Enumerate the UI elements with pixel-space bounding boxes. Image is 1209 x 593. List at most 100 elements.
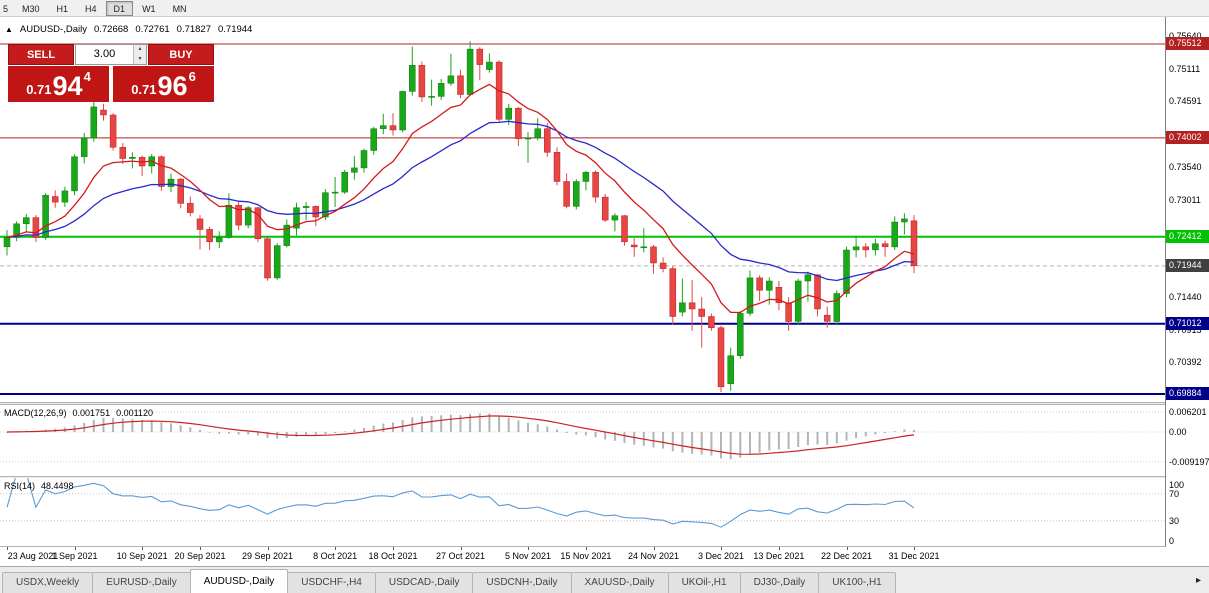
time-axis-label: 15 Nov 2021 (560, 551, 612, 561)
ask-price-pip: 6 (188, 69, 196, 84)
chart-tab-usdx-weekly[interactable]: USDX,Weekly (2, 572, 94, 593)
time-axis-label: 29 Sep 2021 (241, 551, 294, 561)
one-click-trading-panel: SELL 3.00 ▴ ▾ BUY 0.71 94 4 0.71 96 6 (8, 44, 214, 102)
tab-scroll-right-icon[interactable]: ▸ (1195, 574, 1201, 586)
rsi-indicator-pane[interactable] (0, 478, 1165, 546)
timeframe-toolbar: 5 M30 H1 H4 D1 W1 MN (0, 0, 1209, 17)
macd-label: MACD(12,26,9) 0.001751 0.001120 (4, 408, 153, 418)
timeframe-button-m30[interactable]: M30 (22, 3, 40, 14)
price-chart[interactable] (0, 17, 1165, 402)
time-axis-tick (778, 547, 780, 550)
time-axis-tick (460, 547, 462, 550)
rsi-name: RSI(14) (4, 481, 36, 491)
rsi-axis-label: 100 (1169, 480, 1185, 490)
price-level-badge: 0.69884 (1166, 387, 1209, 400)
close-value: 0.71944 (218, 24, 253, 35)
macd-value: 0.001751 (72, 408, 111, 418)
time-axis-label: 23 Aug 2021 (7, 551, 59, 561)
time-axis-tick (74, 547, 76, 550)
pane-separator[interactable] (0, 402, 1209, 405)
low-value: 0.71827 (176, 24, 211, 35)
time-axis-label: 13 Dec 2021 (753, 551, 805, 561)
rsi-label: RSI(14) 48.4498 (4, 481, 74, 491)
price-axis-label: 0.70392 (1169, 357, 1202, 368)
chart-tab-usdchf-h4[interactable]: USDCHF-,H4 (287, 572, 376, 593)
bid-price-pip: 4 (83, 69, 91, 84)
price-axis-label: 0.75111 (1169, 63, 1201, 74)
time-axis-tick (914, 547, 915, 550)
time-axis-tick (200, 547, 201, 550)
bid-price-big: 94 (52, 71, 83, 101)
time-axis-label: 8 Oct 2021 (313, 551, 358, 561)
timeframe-button-d1[interactable]: D1 (105, 0, 134, 16)
volume-up-icon[interactable]: ▴ (134, 45, 146, 55)
chart-tab-bar: USDX,Weekly EURUSD-,Daily AUDUSD-,Daily USD… (0, 566, 1209, 593)
rsi-axis-label: 0 (1169, 536, 1175, 546)
time-axis-label: 1 Sep 2021 (51, 551, 98, 561)
price-axis[interactable]: 0.75640 0.75111 0.74591 0.73540 0.73011 0.714… (1165, 17, 1209, 547)
timeframe-button-h1[interactable]: H1 (56, 3, 69, 14)
chart-tab-ukoil-h1[interactable]: UKOil-,H1 (667, 572, 741, 593)
price-axis-label: 0.73540 (1169, 161, 1202, 172)
time-axis[interactable]: 23 Aug 2021 1 Sep 2021 10 Sep 2021 20 Sep 2… (0, 547, 1209, 566)
rsi-axis-label: 70 (1169, 488, 1180, 499)
buy-button[interactable]: BUY (148, 44, 214, 65)
ask-price-prefix: 0.71 (131, 82, 157, 97)
volume-spin-buttons: ▴ ▾ (133, 45, 146, 64)
rsi-value: 48.4498 (41, 481, 74, 491)
price-level-badge: 0.71012 (1166, 316, 1209, 330)
timeframe-button-mn[interactable]: MN (172, 3, 187, 14)
timeframe-button-w1[interactable]: W1 (142, 3, 156, 14)
time-axis-tick (528, 547, 529, 550)
time-axis-label: 5 Nov 2021 (504, 551, 552, 561)
collapse-panel-icon[interactable]: ▲ (5, 25, 13, 34)
pane-separator[interactable] (0, 476, 1209, 478)
price-axis-label: 0.74591 (1169, 96, 1202, 107)
current-price-badge: 0.71944 (1166, 258, 1209, 272)
pane-separator (0, 546, 1209, 547)
time-axis-label: 27 Oct 2021 (435, 551, 486, 561)
chart-tab-eurusd-daily[interactable]: EURUSD-,Daily (92, 572, 191, 593)
macd-name: MACD(12,26,9) (4, 408, 67, 418)
volume-stepper[interactable]: 3.00 ▴ ▾ (75, 44, 147, 65)
chart-tab-audusd-daily[interactable]: AUDUSD-,Daily (189, 569, 289, 593)
macd-signal-value: 0.001120 (116, 408, 153, 418)
sell-button[interactable]: SELL (8, 44, 74, 65)
chart-tab-dj30-daily[interactable]: DJ30-,Daily (739, 572, 820, 593)
time-axis-label: 18 Oct 2021 (368, 551, 418, 561)
macd-axis-label: -0.009197 (1169, 456, 1209, 467)
time-axis-tick (653, 547, 655, 550)
time-axis-tick (585, 547, 587, 550)
macd-axis-label: 0.006201 (1169, 407, 1207, 417)
time-axis-tick (267, 547, 269, 550)
time-axis-tick (142, 547, 144, 550)
time-axis-label: 31 Dec 2021 (888, 551, 940, 561)
volume-down-icon[interactable]: ▾ (134, 54, 146, 64)
price-level-badge: 0.72412 (1166, 229, 1209, 243)
chart-tab-uk100-h1[interactable]: UK100-,H1 (818, 572, 896, 593)
macd-indicator-pane[interactable] (0, 405, 1165, 476)
time-axis-tick (846, 547, 848, 550)
time-axis-tick (393, 547, 394, 550)
chart-tab-xauusd-daily[interactable]: XAUUSD-,Daily (570, 572, 669, 593)
price-axis-label: 0.75640 (1169, 31, 1202, 41)
bid-price[interactable]: 0.71 94 4 (8, 66, 109, 102)
volume-value[interactable]: 3.00 (93, 48, 116, 60)
open-value: 0.72668 (93, 24, 129, 35)
chart-tab-usdcad-daily[interactable]: USDCAD-,Daily (374, 572, 474, 593)
price-axis-label: 0.71440 (1169, 292, 1202, 303)
price-axis-label: 0.70915 (1169, 324, 1202, 335)
price-level-badge: 0.75512 (1166, 37, 1209, 50)
time-axis-tick (7, 547, 8, 550)
price-axis-label: 0.73011 (1169, 194, 1201, 205)
ohlc-info-line: ▲ AUDUSD-,Daily 0.72668 0.72761 0.71827 … (5, 24, 252, 35)
chart-tab-usdcnh-daily[interactable]: USDCNH-,Daily (472, 572, 572, 593)
time-axis-label: 24 Nov 2021 (627, 551, 680, 561)
chart-window: ▲ AUDUSD-,Daily 0.72668 0.72761 0.71827 … (0, 17, 1209, 566)
timeframe-button-5[interactable]: 5 (3, 3, 9, 14)
time-axis-label: 22 Dec 2021 (820, 551, 873, 561)
bid-price-prefix: 0.71 (26, 82, 52, 97)
ask-price[interactable]: 0.71 96 6 (113, 66, 214, 102)
timeframe-button-h4[interactable]: H4 (85, 3, 97, 14)
